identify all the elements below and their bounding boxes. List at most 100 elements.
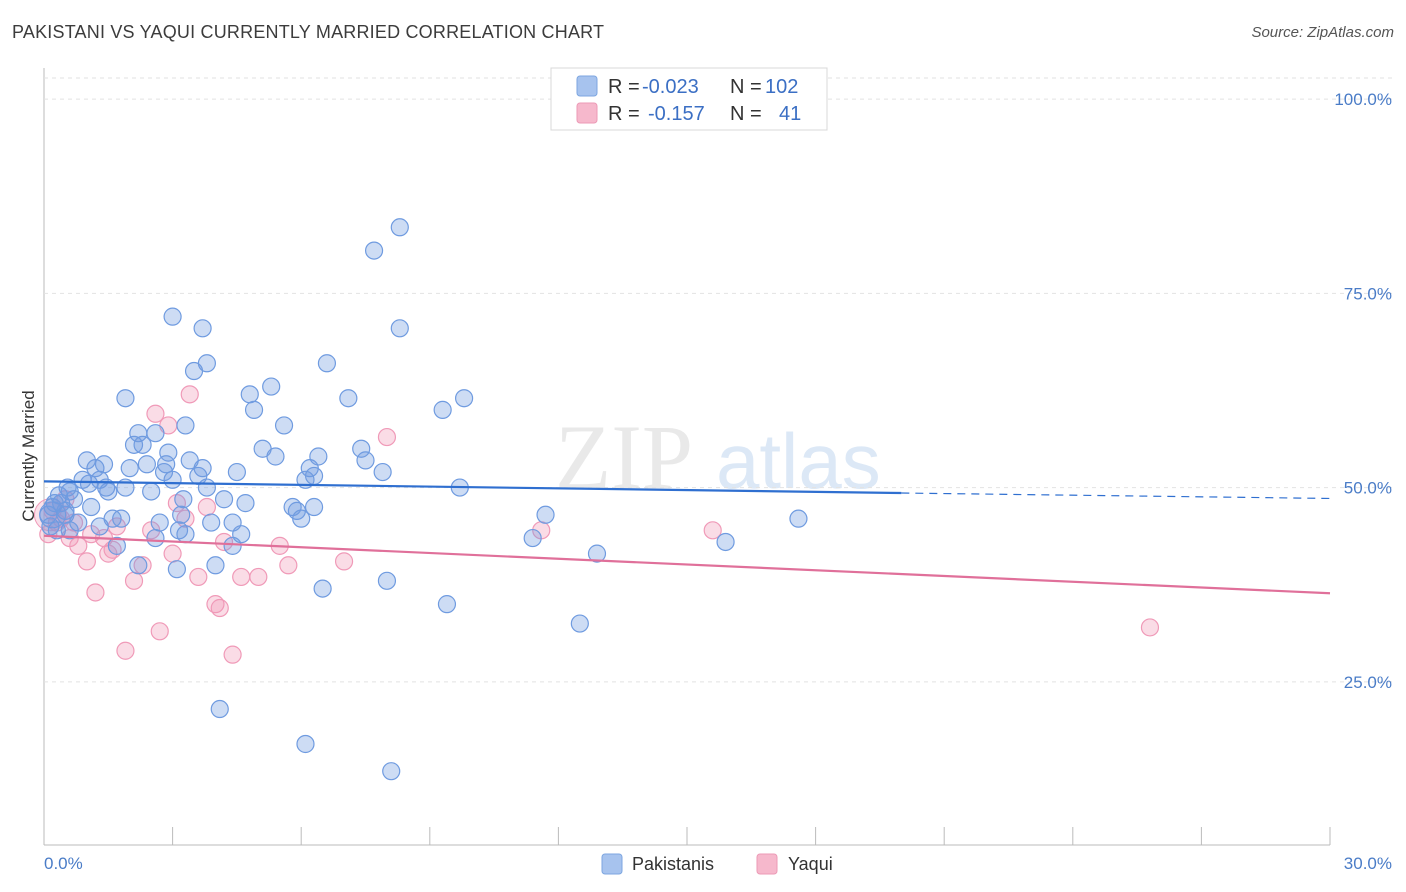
yaqui-point	[133, 556, 152, 575]
pakistanis-point	[214, 490, 234, 509]
pakistanis-point	[227, 462, 246, 482]
pakistanis-point	[157, 455, 176, 474]
pakistanis-point	[150, 513, 169, 532]
gridlines	[44, 77, 1392, 683]
bottom-legend-swatch-pakistanis	[601, 853, 623, 875]
pakistanis-point	[193, 459, 212, 478]
yaqui-trend-line	[43, 534, 1331, 595]
pakistanis-point	[193, 319, 212, 338]
pakistanis-trend-line	[43, 480, 902, 495]
y-tick-label: 25.0%	[1344, 673, 1392, 692]
pakistanis-point	[437, 595, 457, 614]
x-tick-label-max: 30.0%	[1344, 854, 1392, 873]
pakistanis-point	[716, 532, 735, 552]
pakistanis-point	[197, 354, 216, 373]
stats-legend: R = -0.023 N = 102 R = -0.157 N = 41	[550, 67, 828, 131]
pakistanis-point	[163, 307, 182, 326]
pakistanis-point	[382, 762, 401, 781]
watermark-zip: ZIP	[555, 406, 693, 508]
yaqui-point	[210, 598, 229, 618]
legend-r-value-1: -0.023	[642, 76, 699, 98]
legend-r-label-1: R =	[608, 76, 640, 98]
pakistanis-point	[142, 482, 161, 501]
pakistanis-point	[313, 579, 332, 598]
yaqui-point	[86, 583, 105, 602]
pakistanis-point	[169, 521, 189, 540]
yaqui-point	[232, 567, 251, 587]
bottom-legend-swatch-yaqui	[756, 853, 778, 875]
pakistanis-point	[120, 459, 139, 478]
pakistanis-points	[39, 218, 808, 781]
source-credit: Source: ZipAtlas.com	[1251, 24, 1394, 41]
legend-n-value-2: 41	[779, 103, 801, 125]
legend-swatch-pakistanis	[576, 75, 598, 97]
pakistanis-point	[377, 571, 397, 590]
x-tick-label-min: 0.0%	[44, 854, 83, 873]
yaqui-point	[223, 645, 242, 664]
pakistanis-point	[146, 424, 165, 443]
yaqui-point	[163, 544, 182, 563]
pakistanis-point	[159, 443, 178, 462]
pakistanis-point	[587, 544, 607, 563]
pakistanis-point	[373, 462, 392, 482]
pakistanis-point	[454, 389, 474, 408]
pakistanis-point	[266, 447, 285, 466]
pakistanis-point	[364, 241, 384, 260]
pakistanis-point	[99, 482, 118, 501]
pakistanis-point	[116, 389, 135, 408]
yaqui-point	[1140, 618, 1160, 637]
pakistanis-point	[94, 455, 114, 474]
pakistanis-point	[236, 494, 255, 513]
pakistanis-point	[137, 455, 156, 474]
yaqui-point	[197, 497, 216, 517]
x-ticks	[172, 827, 1331, 845]
pakistanis-point	[197, 478, 216, 497]
yaqui-point	[377, 427, 397, 447]
yaqui-point	[703, 521, 722, 540]
pakistanis-point	[210, 699, 229, 719]
pakistanis-point	[304, 497, 324, 517]
pakistanis-point	[232, 525, 251, 544]
legend-n-label-1: N =	[730, 76, 762, 98]
legend-n-label-2: N =	[730, 103, 762, 125]
yaqui-point	[150, 622, 169, 641]
yaqui-point	[214, 532, 234, 552]
legend-r-label-2: R =	[608, 103, 640, 125]
pakistanis-point	[90, 517, 109, 536]
pakistanis-point	[146, 528, 165, 548]
pakistanis-point	[789, 509, 808, 528]
pakistanis-point	[174, 490, 193, 509]
pakistanis-point	[240, 385, 259, 404]
chart-title: PAKISTANI VS YAQUI CURRENTLY MARRIED COR…	[12, 22, 605, 42]
pakistanis-point	[39, 501, 67, 529]
pakistanis-point	[433, 400, 452, 419]
pakistanis-point	[523, 528, 542, 548]
pakistanis-point	[262, 377, 281, 396]
pakistanis-point	[82, 497, 101, 517]
trend-lines	[43, 480, 1331, 595]
pakistanis-trend-extension	[901, 492, 1331, 500]
y-axis-title: Currently Married	[19, 390, 38, 521]
pakistanis-point	[390, 319, 409, 338]
pakistanis-point	[352, 439, 371, 458]
pakistanis-point	[356, 451, 375, 470]
pakistanis-point	[287, 501, 307, 520]
pakistanis-point	[60, 521, 79, 540]
legend-swatch-yaqui	[576, 102, 598, 124]
y-tick-label: 75.0%	[1344, 284, 1392, 303]
pakistanis-point	[536, 505, 555, 524]
pakistanis-point	[206, 556, 225, 575]
bottom-legend-label-yaqui: Yaqui	[788, 854, 833, 874]
pakistanis-point	[176, 416, 195, 435]
watermark: ZIP atlas	[555, 406, 881, 508]
series-legend: Pakistanis Yaqui	[601, 853, 833, 875]
yaqui-point	[116, 641, 135, 660]
pakistanis-point	[112, 509, 131, 528]
pakistanis-point	[244, 400, 264, 419]
pakistanis-point	[107, 536, 126, 555]
legend-n-value-1: 102	[765, 76, 798, 98]
pakistanis-point	[163, 470, 182, 489]
pakistanis-point	[309, 447, 328, 466]
pakistanis-point	[304, 466, 324, 486]
